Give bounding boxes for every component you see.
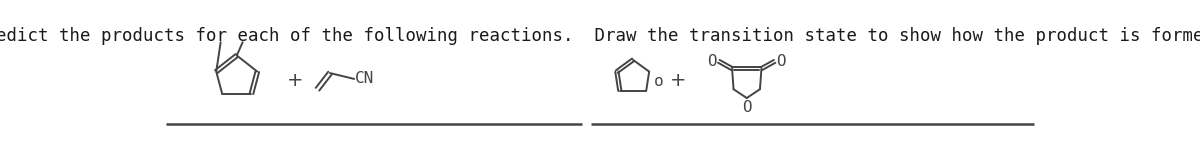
Text: O: O xyxy=(742,100,751,115)
Text: O: O xyxy=(776,54,786,69)
Text: Predict the products for each of the following reactions.  Draw the transition s: Predict the products for each of the fol… xyxy=(0,27,1200,45)
Text: o: o xyxy=(654,74,664,89)
Text: O: O xyxy=(708,54,718,69)
Text: CN: CN xyxy=(355,71,374,86)
Text: +: + xyxy=(287,71,304,90)
Text: +: + xyxy=(670,71,686,90)
